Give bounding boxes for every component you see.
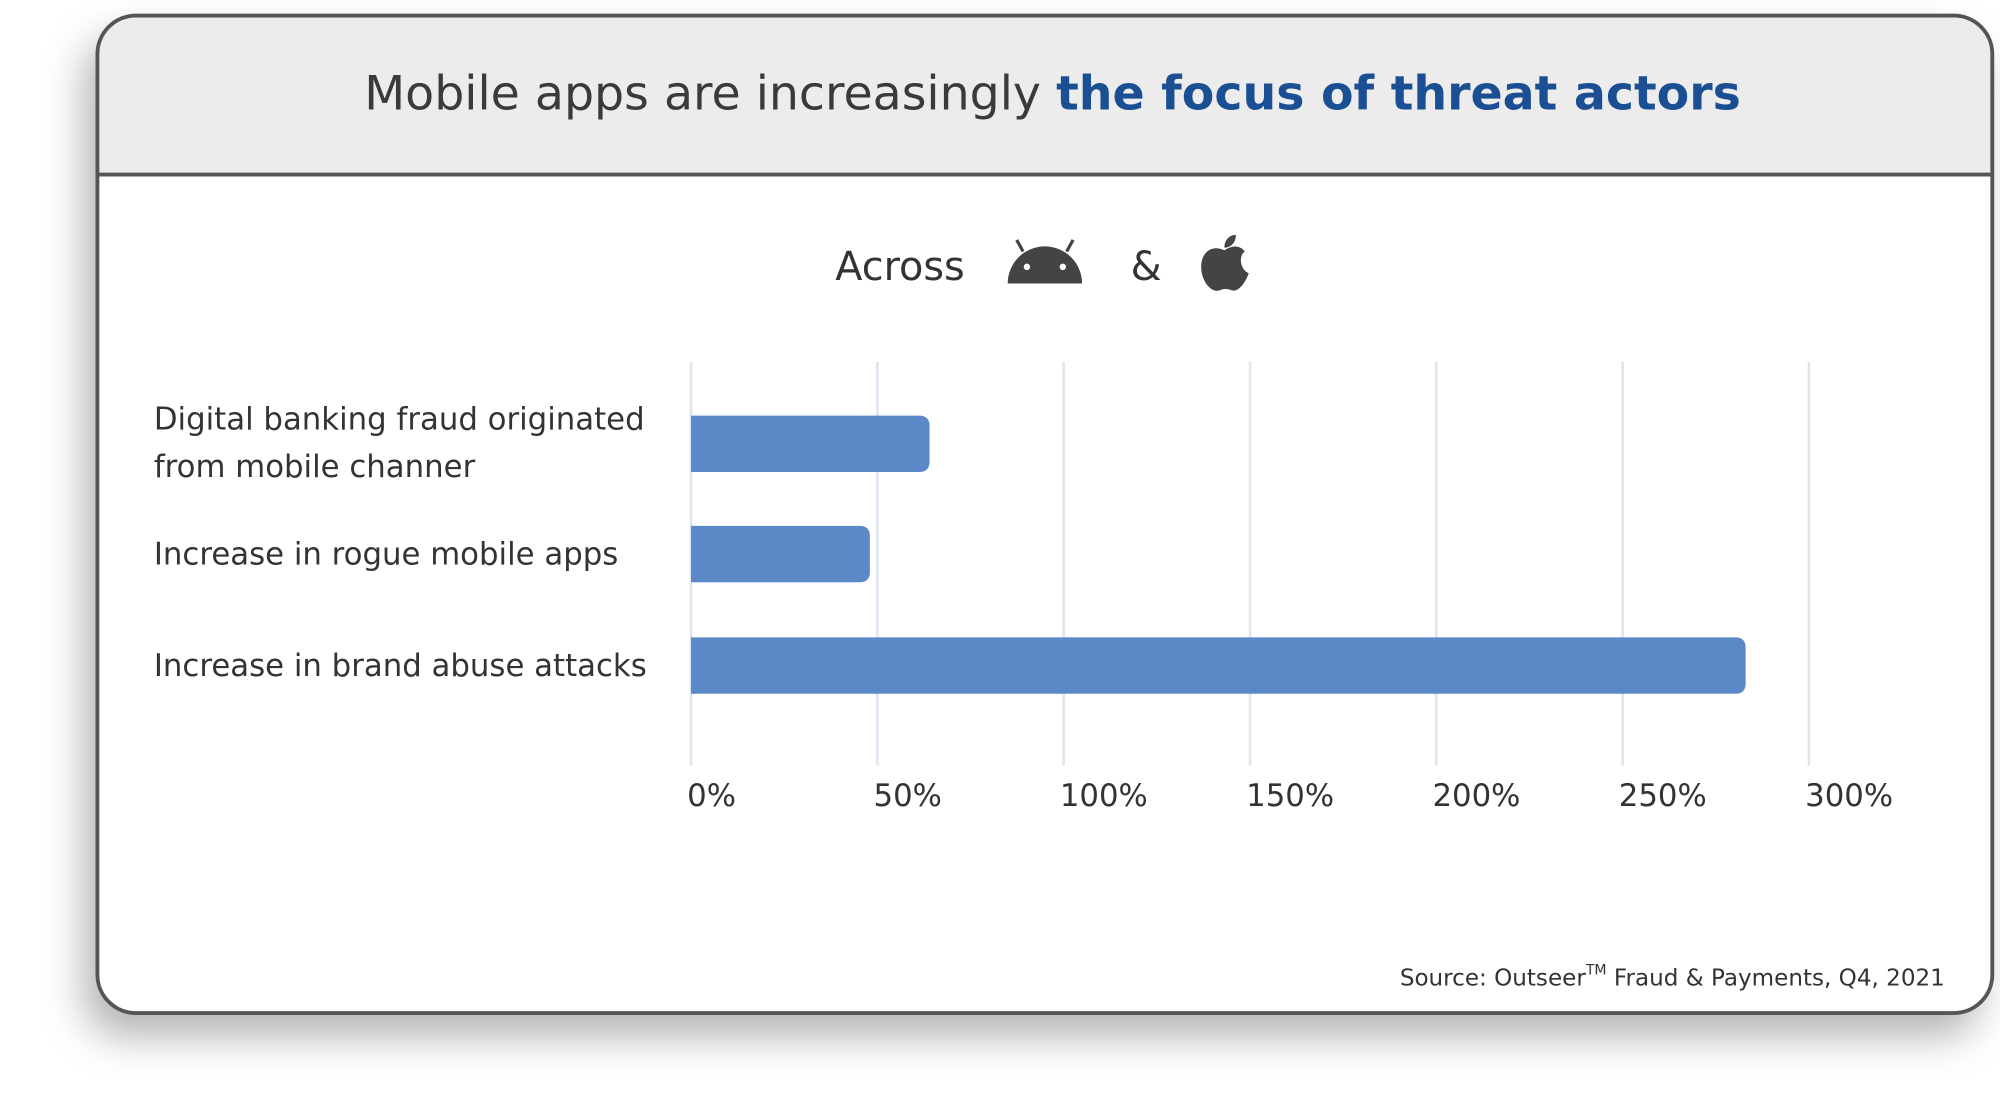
category-label: Digital banking fraud originated from mo… (153, 401, 645, 485)
card-border (95, 13, 1995, 1015)
bar (691, 525, 870, 583)
x-tick-label: 300% (1805, 778, 1893, 814)
x-tick-label: 250% (1619, 778, 1707, 814)
header-band (97, 15, 1993, 175)
category-label-wrap: Increase in brand abuse attacks (154, 614, 667, 717)
category-label-wrap: Digital banking fraud originated from mo… (154, 393, 667, 496)
category-label-box: Increase in brand abuse attacks (154, 614, 667, 717)
category-label: Increase in brand abuse attacks (153, 647, 647, 683)
source-main: Source: Outseer (1400, 965, 1587, 991)
source-mark: TM (1585, 963, 1607, 979)
x-tick-label: 0% (687, 778, 736, 814)
source: Source: OutseerTM Fraud & Payments, Q4, … (1400, 963, 1945, 991)
category-label-box: Increase in rogue mobile apps (154, 503, 667, 606)
x-tick-label: 100% (1060, 778, 1148, 814)
subtitle: Across (835, 244, 965, 290)
bar (691, 637, 1746, 694)
category-label-box: Digital banking fraud originated from mo… (154, 393, 667, 496)
android-icon (1007, 239, 1083, 284)
title-highlight: the focus of threat actors (1056, 66, 1741, 121)
bar (691, 415, 930, 473)
category-label: Increase in rogue mobile apps (153, 535, 619, 572)
apple-icon (1201, 234, 1249, 291)
subtitle-join: & (1131, 244, 1162, 290)
card-shadow (97, 15, 1993, 1014)
x-tick-label: 200% (1432, 778, 1520, 814)
category-label-wrap: Increase in rogue mobile apps (154, 503, 667, 606)
title-main: Mobile apps are increasingly (364, 66, 1056, 121)
title: Mobile apps are increasingly the focus o… (364, 66, 1741, 121)
x-tick-label: 150% (1246, 778, 1334, 814)
x-tick-label: 50% (874, 778, 942, 814)
source-rest: Fraud & Payments, Q4, 2021 (1607, 965, 1945, 991)
